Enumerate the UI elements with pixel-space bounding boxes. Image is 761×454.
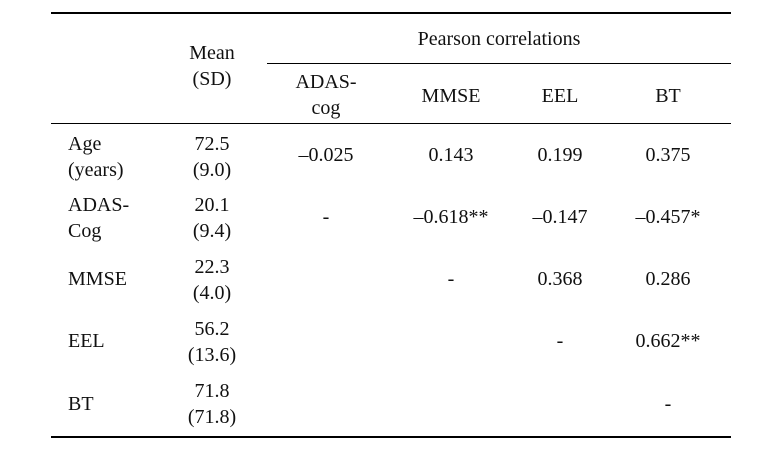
cell-bt-bt: - (664, 393, 672, 415)
sd-value: (9.4) (192, 220, 232, 242)
row-label-line-2: (years) (68, 159, 124, 181)
row-label-eel: EEL (68, 330, 105, 352)
bottom-rule (51, 436, 731, 438)
mean-value: 72.5 (194, 133, 230, 155)
mean-bt: 71.8 (71.8) (188, 378, 236, 430)
mean-value: 20.1 (194, 194, 230, 216)
mean-value: 22.3 (194, 256, 230, 278)
column-header-eel: EEL (541, 85, 579, 107)
pearson-correlations-header: Pearson correlations (417, 28, 581, 50)
mean-value: 71.8 (194, 380, 230, 402)
cell-adas-cog-mmse: –0.618** (413, 206, 489, 228)
column-header-bt: BT (655, 85, 681, 107)
cell-eel-bt: 0.662** (635, 330, 701, 352)
column-header-adas-cog: ADAS- cog (295, 69, 356, 121)
top-rule (51, 12, 731, 14)
correlation-table: Pearson correlations Mean (SD) ADAS- cog… (51, 12, 731, 438)
row-label-adas-cog: ADAS- Cog (68, 192, 129, 244)
cell-mmse-eel: 0.368 (537, 268, 583, 290)
mean-eel: 56.2 (13.6) (188, 316, 236, 368)
cell-age-adas-cog: –0.025 (298, 144, 354, 166)
cell-age-eel: 0.199 (537, 144, 583, 166)
sd-value: (9.0) (192, 159, 232, 181)
mean-value: 56.2 (194, 318, 230, 340)
row-label-bt: BT (68, 393, 94, 415)
mean-header-line-1: Mean (189, 42, 235, 64)
mean-sd-header: Mean (SD) (189, 40, 235, 92)
cell-adas-cog-eel: –0.147 (532, 206, 588, 228)
group-header-rule (267, 63, 731, 64)
column-header-mmse: MMSE (421, 85, 481, 107)
row-label-line-2: Cog (68, 220, 102, 242)
cell-age-mmse: 0.143 (428, 144, 474, 166)
cell-adas-cog-bt: –0.457* (635, 206, 701, 228)
cell-mmse-mmse: - (447, 268, 455, 290)
mean-header-line-2: (SD) (192, 68, 232, 90)
column-header-adas-cog-line-2: cog (311, 97, 341, 119)
mean-age: 72.5 (9.0) (193, 131, 231, 183)
cell-mmse-bt: 0.286 (645, 268, 691, 290)
mean-mmse: 22.3 (4.0) (193, 254, 231, 306)
row-label-age: Age (years) (68, 131, 124, 183)
sd-value: (4.0) (192, 282, 232, 304)
header-rule (51, 123, 731, 124)
sd-value: (13.6) (187, 344, 237, 366)
cell-eel-eel: - (556, 330, 564, 352)
row-label-mmse: MMSE (68, 268, 127, 290)
mean-adas-cog: 20.1 (9.4) (193, 192, 231, 244)
row-label-line-1: ADAS- (68, 194, 130, 216)
cell-adas-cog-adas-cog: - (322, 206, 330, 228)
sd-value: (71.8) (187, 406, 237, 428)
cell-age-bt: 0.375 (645, 144, 691, 166)
column-header-adas-cog-line-1: ADAS- (295, 71, 357, 93)
row-label-line-1: Age (68, 133, 102, 155)
